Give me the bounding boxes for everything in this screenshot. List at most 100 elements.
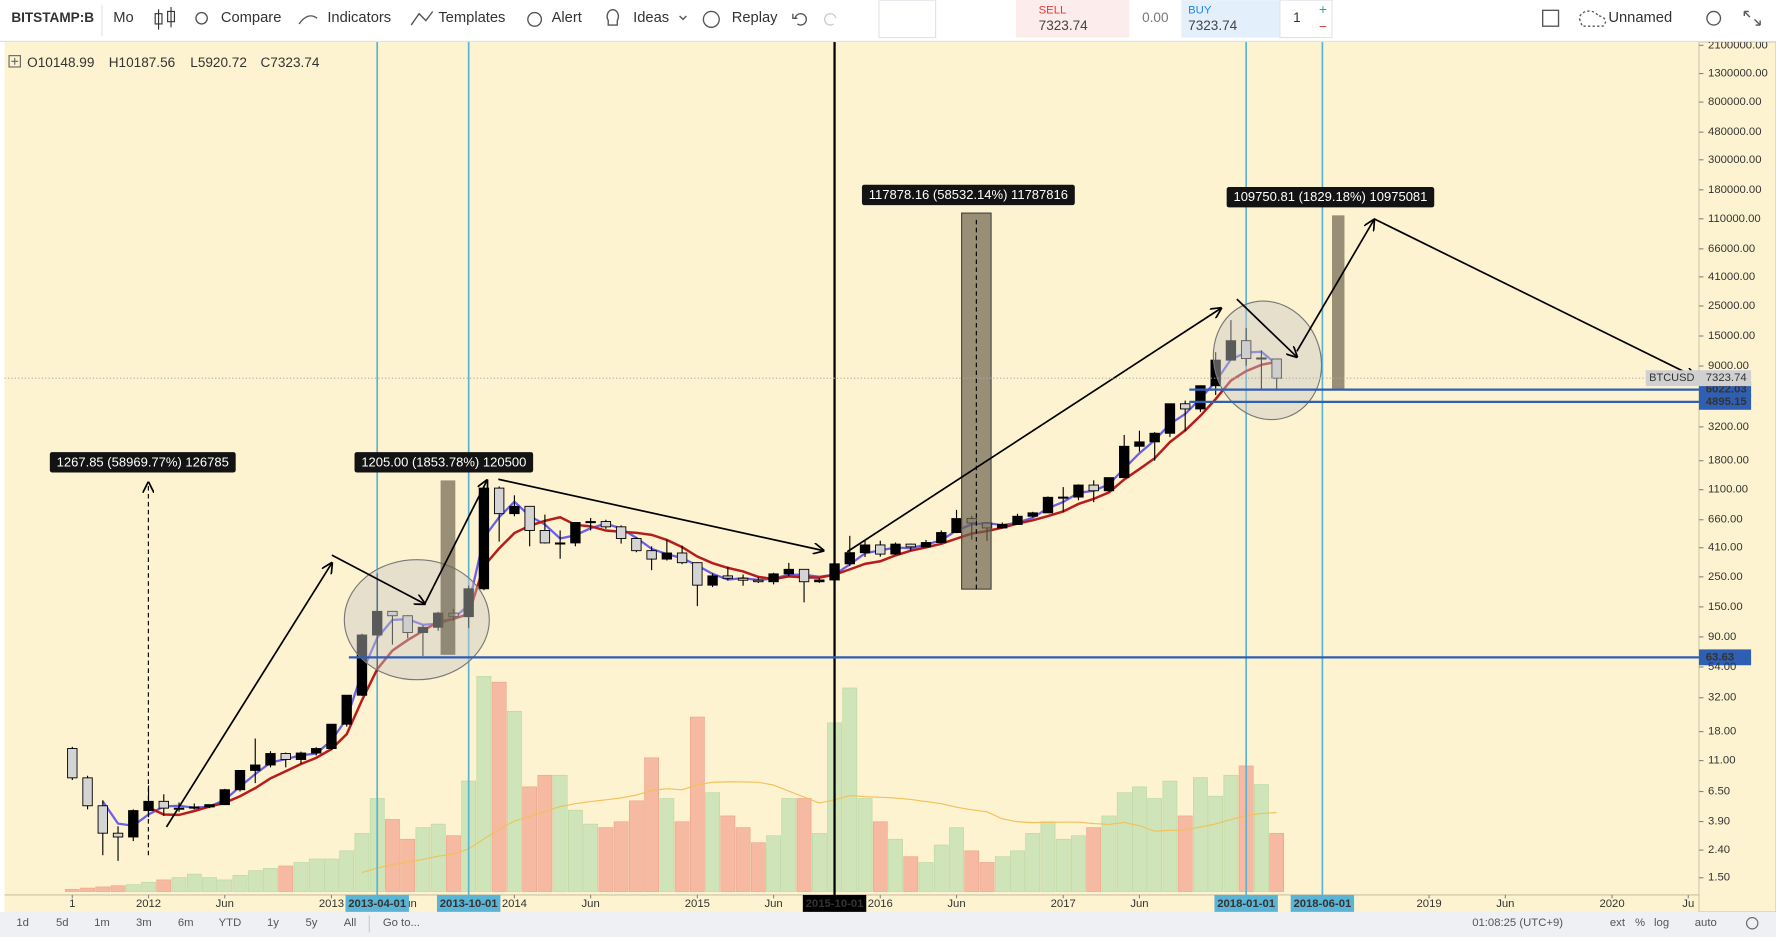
toolbar-button[interactable]: Indicators [327, 10, 391, 26]
candle-body [1073, 484, 1084, 498]
volume-bar [796, 798, 812, 892]
volume-bar [964, 850, 980, 892]
arrow [1373, 217, 1696, 378]
last-price-symbol-tag [1645, 370, 1699, 387]
x-tick-label: Jun [1496, 898, 1514, 910]
toolbar-button[interactable]: Templates [438, 10, 505, 26]
volume-average [361, 781, 1277, 874]
volume-bar [644, 757, 659, 892]
legend-toggle[interactable] [8, 55, 21, 68]
volume-bar [1010, 850, 1025, 892]
price-axis [1698, 41, 1776, 913]
candle-body [1027, 512, 1038, 517]
alert-icon [527, 11, 543, 27]
candle-body [402, 615, 413, 633]
volume-bar [1071, 835, 1086, 892]
date-marker-label: 2018-01-01 [1217, 898, 1275, 910]
scale-option[interactable]: log [1654, 917, 1669, 929]
candle-body [905, 543, 916, 548]
volume-bar [537, 774, 553, 892]
range-button[interactable]: 1y [267, 917, 279, 929]
y-tick-label: 300000.00 [1708, 154, 1761, 166]
chart-style-icon[interactable] [154, 6, 175, 30]
candle-body [768, 573, 779, 583]
bottom-bar [0, 911, 1776, 937]
candle-body [204, 804, 215, 808]
layout-name[interactable]: Unnamed [1608, 10, 1672, 26]
volume-bar [781, 798, 797, 892]
interval[interactable]: Mo [113, 10, 133, 26]
buy-box[interactable] [1181, 0, 1280, 38]
toolbar-button[interactable]: Replay [732, 10, 778, 26]
quantity-minus[interactable]: − [1319, 19, 1327, 34]
range-button[interactable]: 6m [178, 917, 194, 929]
range-button[interactable]: 1m [94, 917, 110, 929]
symbol[interactable]: BITSTAMP:B [11, 10, 94, 25]
candle-body [1180, 403, 1191, 410]
y-tick-label: 660.00 [1708, 514, 1743, 526]
settings-icon[interactable] [1706, 10, 1722, 26]
y-tick-label: 150.00 [1708, 601, 1743, 613]
replay-icon [702, 10, 720, 29]
goto-button[interactable]: Go to... [383, 917, 420, 929]
fullscreen-box-icon[interactable] [1541, 9, 1560, 27]
scale-option[interactable]: auto [1695, 917, 1717, 929]
volume-bar [1193, 777, 1208, 892]
candle-body [707, 575, 718, 586]
volume-bar [766, 835, 781, 892]
volume-bar [568, 809, 583, 892]
volume-bar [1147, 798, 1163, 892]
scale-option[interactable]: % [1635, 917, 1645, 929]
volume-bar [385, 819, 400, 892]
candle-body [463, 588, 474, 618]
range-button[interactable]: 5d [56, 917, 69, 929]
sell-box[interactable] [1015, 0, 1130, 38]
quantity-plus[interactable]: + [1319, 2, 1327, 17]
candle-body [539, 530, 551, 544]
volume-bar [888, 838, 903, 892]
volume-bar [156, 879, 172, 892]
dropdown-icon [679, 15, 687, 21]
candle-body [280, 753, 291, 760]
legend-high: H10187.56 [109, 55, 175, 70]
scale-option[interactable]: ext [1610, 917, 1626, 929]
x-tick-label: 2020 [1599, 898, 1624, 910]
toolbar-button[interactable]: Alert [552, 10, 582, 26]
redo-icon[interactable] [824, 12, 837, 26]
candle-body [82, 777, 93, 807]
range-button[interactable]: 5y [306, 917, 318, 929]
toolbar-button[interactable]: Compare [221, 10, 282, 26]
range-button[interactable]: 1d [16, 917, 29, 929]
toolbar-button[interactable]: Ideas [633, 10, 669, 26]
volume-bar [811, 833, 827, 892]
measure-label: 117878.16 (58532.14%) 11787816 [869, 187, 1068, 202]
range-button[interactable]: All [344, 917, 357, 929]
candle-body [67, 748, 78, 779]
candle-body [341, 694, 352, 725]
volume-bar [1208, 795, 1224, 892]
date-marker-tag [436, 894, 501, 912]
quantity[interactable]: 1 [1293, 10, 1301, 25]
expand-icon[interactable] [1743, 10, 1761, 26]
candle-body [692, 562, 703, 586]
last-price-tag [1698, 370, 1752, 387]
candle-body [951, 518, 962, 533]
range-button[interactable]: YTD [219, 917, 242, 929]
settings-icon[interactable] [1745, 917, 1759, 930]
candle-body [1164, 403, 1176, 434]
legend-low: L5920.72 [190, 55, 247, 70]
candle-body [265, 753, 276, 766]
volume-bar [918, 862, 934, 892]
candle-body [493, 487, 505, 515]
volume-bar [400, 838, 416, 892]
candle-body [936, 532, 947, 543]
range-button[interactable]: 3m [136, 917, 152, 929]
x-tick-label: 2019 [1417, 898, 1442, 910]
undo-icon[interactable] [792, 12, 807, 26]
x-tick-label: 2012 [136, 898, 161, 910]
volume-bar [1116, 792, 1132, 892]
volume-bar [735, 827, 751, 892]
